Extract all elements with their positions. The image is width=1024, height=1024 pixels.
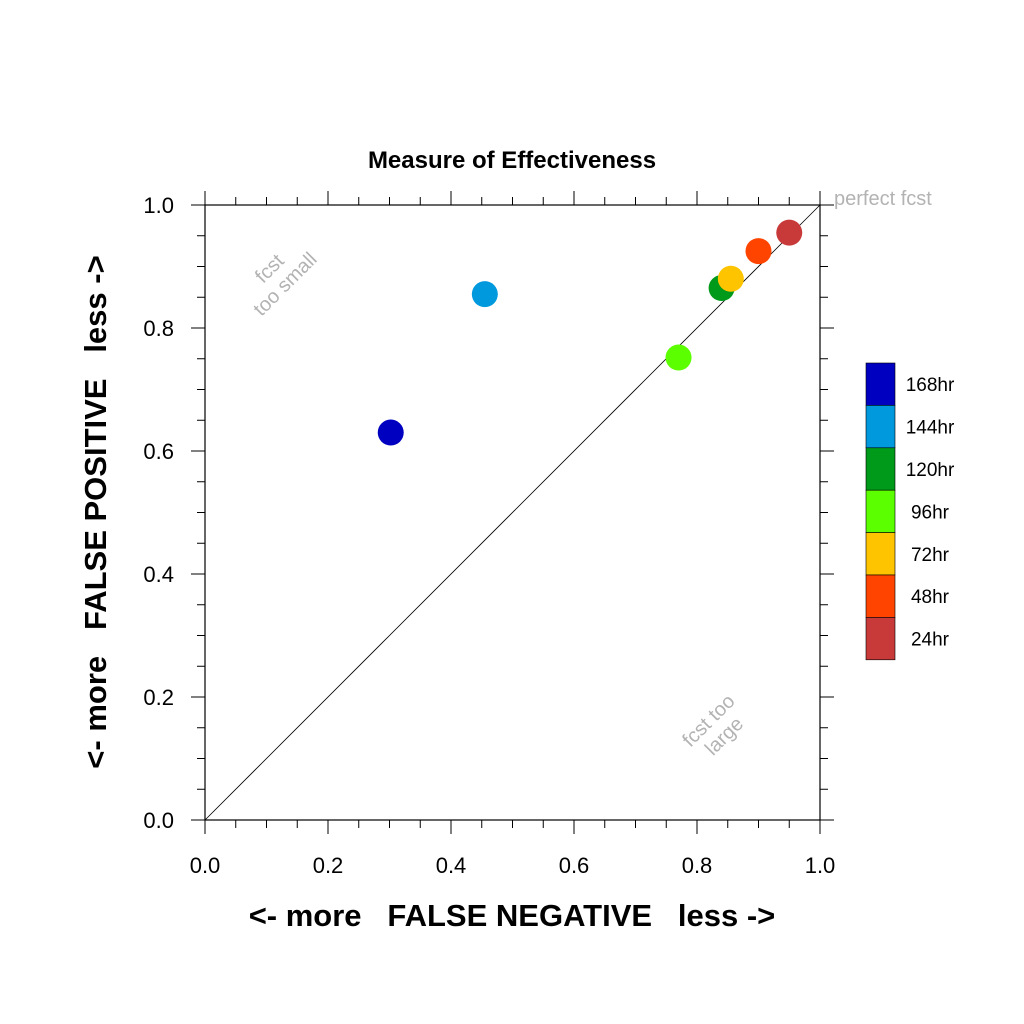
chart-title: Measure of Effectiveness bbox=[368, 147, 656, 174]
legend-swatch-72hr bbox=[865, 532, 896, 576]
data-points bbox=[377, 219, 803, 446]
fcst-too-small-line2: too small bbox=[249, 248, 321, 320]
legend-swatch-96hr bbox=[865, 489, 896, 533]
x-tick-label: 0.0 bbox=[190, 853, 221, 878]
legend-label-48hr: 48hr bbox=[911, 587, 950, 608]
legend: 168hr 144hr 120hr 96hr 72hr 48hr 24hr bbox=[865, 362, 955, 661]
y-tick-labels: 0.0 0.2 0.4 0.6 0.8 1.0 bbox=[143, 193, 174, 833]
point-24hr bbox=[776, 219, 803, 246]
x-tick-label: 0.6 bbox=[559, 853, 590, 878]
x-tick-label: 0.4 bbox=[436, 853, 467, 878]
fcst-too-large-annotation: fcst too large bbox=[678, 690, 748, 760]
point-48hr bbox=[745, 238, 772, 265]
point-96hr bbox=[665, 344, 692, 371]
x-tick-label: 1.0 bbox=[805, 853, 836, 878]
y-tick-label: 1.0 bbox=[143, 193, 174, 218]
legend-label-168hr: 168hr bbox=[906, 375, 955, 396]
legend-swatch-48hr bbox=[865, 574, 896, 618]
x-tick-labels: 0.0 0.2 0.4 0.6 0.8 1.0 bbox=[190, 853, 836, 878]
x-tick-label: 0.2 bbox=[313, 853, 344, 878]
axis-ticks bbox=[191, 191, 834, 834]
diagonal-reference-line bbox=[204, 204, 821, 821]
point-72hr bbox=[717, 265, 744, 292]
perfect-fcst-annotation: perfect fcst bbox=[834, 188, 932, 210]
y-tick-label: 0.0 bbox=[143, 808, 174, 833]
y-tick-label: 0.6 bbox=[143, 439, 174, 464]
legend-label-24hr: 24hr bbox=[911, 630, 950, 651]
y-tick-label: 0.2 bbox=[143, 685, 174, 710]
point-168hr bbox=[377, 419, 404, 446]
legend-label-144hr: 144hr bbox=[906, 418, 955, 439]
x-axis-label: <- more FALSE NEGATIVE less -> bbox=[249, 898, 776, 933]
y-tick-label: 0.4 bbox=[143, 562, 174, 587]
y-tick-label: 0.8 bbox=[143, 316, 174, 341]
plot-frame bbox=[204, 204, 821, 821]
legend-swatch-144hr bbox=[865, 405, 896, 449]
legend-label-120hr: 120hr bbox=[906, 460, 955, 481]
legend-label-96hr: 96hr bbox=[911, 502, 950, 523]
x-tick-label: 0.8 bbox=[682, 853, 713, 878]
legend-swatch-24hr bbox=[865, 617, 896, 661]
y-axis-label: <- more FALSE POSITIVE less -> bbox=[78, 255, 113, 768]
point-144hr bbox=[471, 281, 498, 308]
legend-swatch-168hr bbox=[865, 362, 896, 406]
legend-swatch-120hr bbox=[865, 447, 896, 491]
fcst-too-small-annotation: fcst too small bbox=[249, 248, 321, 320]
legend-label-72hr: 72hr bbox=[911, 545, 950, 566]
